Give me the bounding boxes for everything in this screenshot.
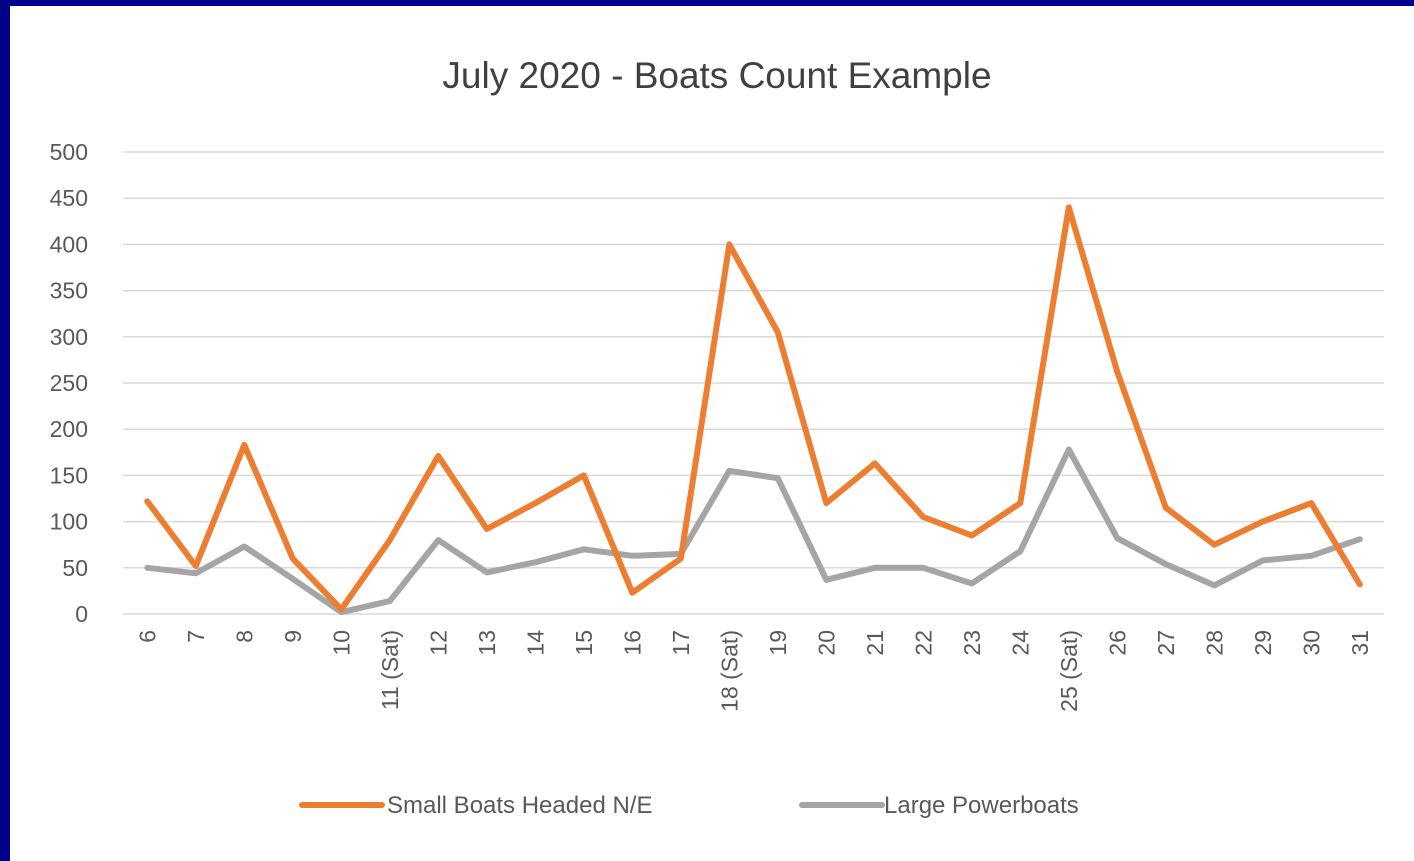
x-tick-label: 23 [959, 630, 985, 656]
data-point [1213, 584, 1215, 586]
x-tick-label: 22 [910, 630, 936, 656]
x-tick-label: 9 [280, 630, 306, 643]
x-tick-label: 7 [183, 630, 209, 643]
data-point [825, 502, 827, 504]
data-point [340, 608, 342, 610]
data-point [728, 470, 730, 472]
series-line-large-powerboats [144, 446, 1363, 616]
data-point [146, 500, 148, 502]
data-point [874, 567, 876, 569]
x-tick-label: 13 [474, 630, 500, 656]
data-point [971, 534, 973, 536]
data-point [243, 546, 245, 548]
chart-area [10, 6, 1414, 861]
y-tick-label: 500 [50, 139, 88, 165]
x-axis-ticks: 6 7 8 9 10 11 (Sat) 12 13 14 15 16 17 18 (Sat) 19 20 21… [134, 630, 1373, 712]
data-point [146, 567, 148, 569]
legend-label: Small Boats Headed N/E [387, 792, 652, 819]
series-lines [144, 204, 1363, 616]
gridlines [123, 151, 1384, 615]
data-point [1116, 537, 1118, 539]
y-tick-label: 200 [50, 416, 88, 442]
data-point [874, 462, 876, 464]
data-point [1019, 502, 1021, 504]
x-tick-label: 11 (Sat) [377, 630, 403, 710]
x-tick-label: 30 [1298, 630, 1324, 656]
data-point [195, 565, 197, 567]
x-tick-label: 10 [328, 630, 354, 656]
x-tick-label: 16 [619, 630, 645, 656]
x-tick-label: 12 [425, 630, 451, 656]
data-point [195, 572, 197, 574]
y-tick-label: 150 [50, 462, 88, 488]
y-tick-label: 300 [50, 324, 88, 350]
data-point [292, 578, 294, 580]
y-axis-ticks: 0 50 100 150 200 250 300 350 400 450 500 [50, 139, 88, 627]
y-tick-label: 50 [62, 555, 88, 581]
x-tick-label: 21 [862, 630, 888, 656]
data-point [922, 516, 924, 518]
x-tick-label: 28 [1201, 630, 1227, 656]
x-tick-label: 17 [668, 630, 694, 656]
chart-title: July 2020 - Boats Count Example [442, 55, 991, 96]
x-tick-label: 19 [765, 630, 791, 656]
data-point [583, 548, 585, 550]
data-point [389, 600, 391, 602]
data-point [1116, 371, 1118, 373]
data-point [1310, 502, 1312, 504]
x-tick-label: 25 (Sat) [1056, 630, 1082, 712]
data-point [1068, 206, 1070, 208]
x-tick-label: 31 [1347, 630, 1373, 656]
y-tick-label: 400 [50, 231, 88, 257]
x-tick-label: 18 (Sat) [716, 630, 742, 712]
x-tick-label: 14 [522, 630, 548, 656]
y-tick-label: 250 [50, 370, 88, 396]
series-line-small-boats [144, 204, 1363, 613]
data-point [534, 561, 536, 563]
data-point [631, 592, 633, 594]
data-point [1359, 538, 1361, 540]
data-point [1068, 449, 1070, 451]
data-point [437, 455, 439, 457]
data-point [389, 539, 391, 541]
data-point [971, 583, 973, 585]
data-point [486, 571, 488, 573]
data-point [922, 567, 924, 569]
data-point [1165, 563, 1167, 565]
x-tick-label: 27 [1153, 630, 1179, 656]
y-tick-label: 350 [50, 278, 88, 304]
data-point [728, 243, 730, 245]
y-tick-label: 100 [50, 509, 88, 535]
data-point [437, 539, 439, 541]
data-point [1213, 544, 1215, 546]
data-point [1359, 583, 1361, 585]
x-tick-label: 24 [1007, 630, 1033, 656]
data-point [534, 502, 536, 504]
data-point [777, 331, 779, 333]
data-point [825, 579, 827, 581]
legend-label: Large Powerboats [884, 792, 1079, 819]
x-tick-label: 20 [813, 630, 839, 656]
y-tick-label: 0 [75, 601, 88, 627]
data-point [777, 477, 779, 479]
x-tick-label: 29 [1250, 630, 1276, 656]
data-point [1262, 559, 1264, 561]
data-point [680, 558, 682, 560]
x-tick-label: 8 [231, 630, 257, 643]
data-point [243, 444, 245, 446]
data-point [583, 474, 585, 476]
data-point [292, 558, 294, 560]
data-point [1165, 507, 1167, 509]
legend: Small Boats Headed N/E Large Powerboats [299, 792, 1079, 819]
x-tick-label: 6 [134, 630, 160, 643]
data-point [1310, 555, 1312, 557]
y-tick-label: 450 [50, 185, 88, 211]
data-point [631, 555, 633, 557]
data-point [486, 528, 488, 530]
x-tick-label: 26 [1104, 630, 1130, 656]
data-point [1019, 550, 1021, 552]
x-tick-label: 15 [571, 630, 597, 656]
data-point [1262, 521, 1264, 523]
